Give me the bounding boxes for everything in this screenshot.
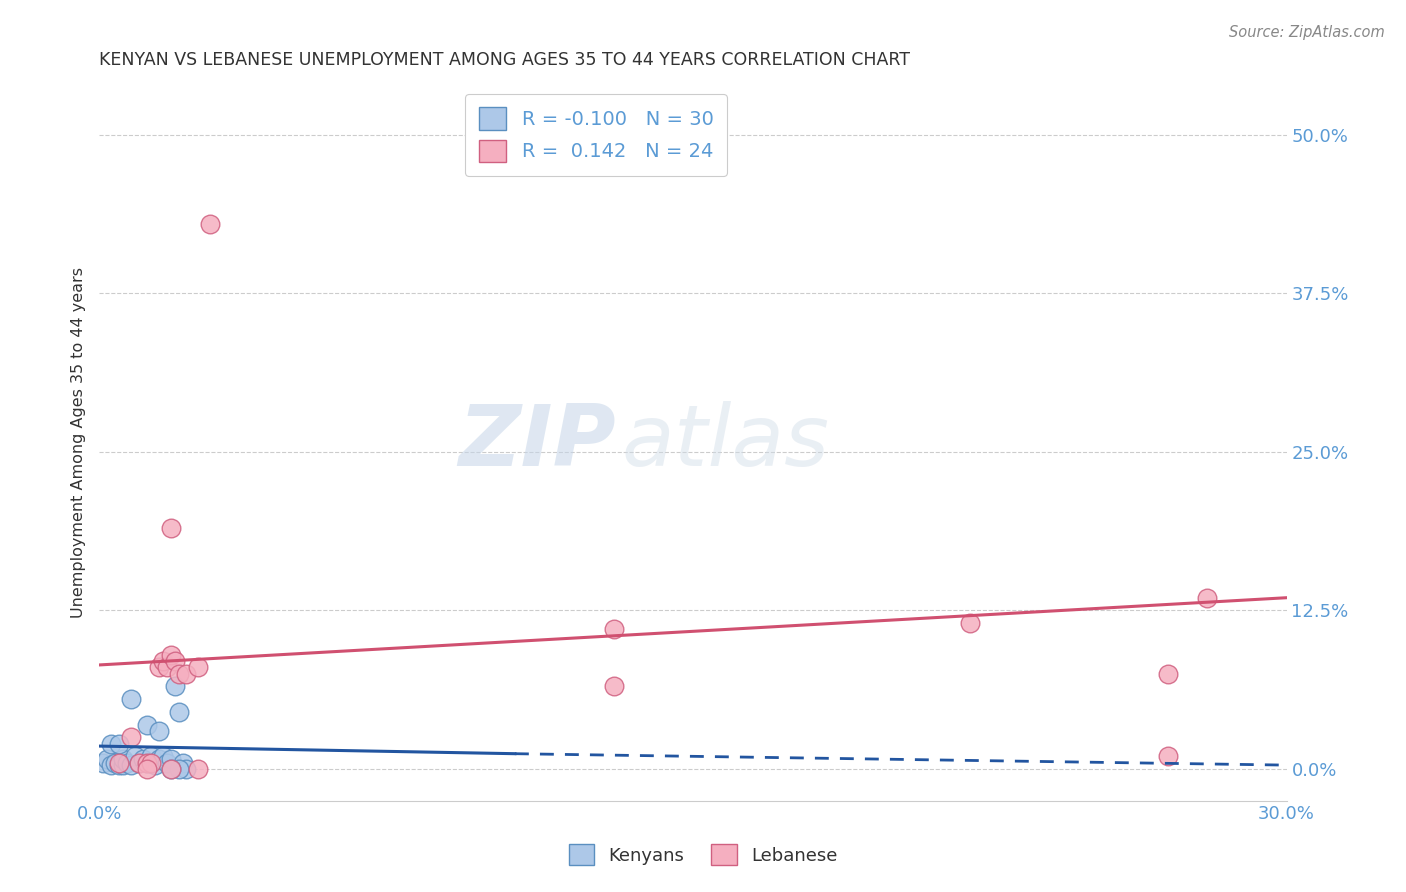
Point xyxy=(159,521,181,535)
Point xyxy=(163,654,186,668)
Point xyxy=(1157,666,1180,681)
Point xyxy=(167,762,190,776)
Point xyxy=(152,654,174,668)
Point xyxy=(167,705,190,719)
Point xyxy=(603,680,626,694)
Point xyxy=(120,758,142,772)
Point xyxy=(135,762,157,776)
Point xyxy=(93,756,115,770)
Point xyxy=(167,666,190,681)
Point xyxy=(132,752,155,766)
Legend: R = -0.100   N = 30, R =  0.142   N = 24: R = -0.100 N = 30, R = 0.142 N = 24 xyxy=(465,94,727,176)
Point xyxy=(104,756,127,770)
Point xyxy=(112,752,135,766)
Point xyxy=(159,648,181,662)
Point xyxy=(100,758,122,772)
Point xyxy=(128,756,150,770)
Point xyxy=(120,692,142,706)
Point xyxy=(159,762,181,776)
Point xyxy=(603,623,626,637)
Point xyxy=(100,737,122,751)
Point xyxy=(159,752,181,766)
Y-axis label: Unemployment Among Ages 35 to 44 years: Unemployment Among Ages 35 to 44 years xyxy=(72,267,86,618)
Text: KENYAN VS LEBANESE UNEMPLOYMENT AMONG AGES 35 TO 44 YEARS CORRELATION CHART: KENYAN VS LEBANESE UNEMPLOYMENT AMONG AG… xyxy=(100,51,911,69)
Point xyxy=(108,756,131,770)
Point xyxy=(139,756,162,770)
Point xyxy=(187,660,209,674)
Point xyxy=(128,756,150,770)
Point xyxy=(163,680,186,694)
Point xyxy=(135,717,157,731)
Text: Source: ZipAtlas.com: Source: ZipAtlas.com xyxy=(1229,25,1385,40)
Point xyxy=(124,749,146,764)
Point xyxy=(159,762,181,776)
Point xyxy=(172,756,194,770)
Point xyxy=(176,666,198,681)
Point xyxy=(96,752,118,766)
Point xyxy=(108,758,131,772)
Legend: Kenyans, Lebanese: Kenyans, Lebanese xyxy=(561,837,845,872)
Point xyxy=(200,217,222,231)
Point xyxy=(148,660,170,674)
Point xyxy=(959,616,981,631)
Point xyxy=(120,730,142,744)
Point xyxy=(156,660,179,674)
Point xyxy=(108,737,131,751)
Text: atlas: atlas xyxy=(621,401,830,483)
Point xyxy=(115,756,138,770)
Point xyxy=(148,723,170,738)
Point xyxy=(135,756,157,770)
Point xyxy=(143,758,166,772)
Point xyxy=(187,762,209,776)
Point xyxy=(135,756,157,770)
Point xyxy=(148,752,170,766)
Point xyxy=(1157,749,1180,764)
Point xyxy=(1197,591,1219,605)
Point xyxy=(112,758,135,772)
Point xyxy=(156,756,179,770)
Text: ZIP: ZIP xyxy=(458,401,616,483)
Point xyxy=(176,762,198,776)
Point xyxy=(152,749,174,764)
Point xyxy=(139,749,162,764)
